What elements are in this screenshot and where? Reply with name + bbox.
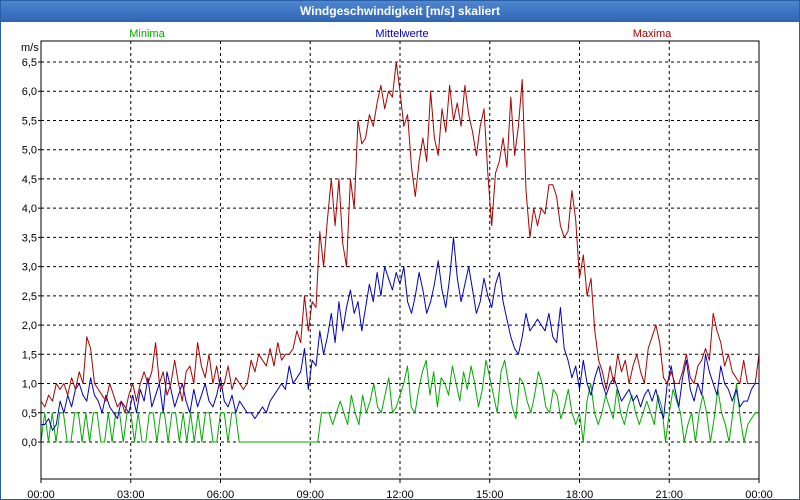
y-tick-label: 6,5 (22, 57, 37, 69)
maxima-line (40, 61, 760, 414)
y-tick-label: 0,0 (22, 437, 37, 449)
series-lines (40, 61, 760, 443)
chart-title-bar: Windgeschwindigkeit [m/s] skaliert (1, 1, 799, 22)
y-tick-label: 2,5 (22, 291, 37, 303)
grid (41, 41, 759, 479)
chart-title: Windgeschwindigkeit [m/s] skaliert (300, 4, 500, 18)
legend-maxima: Maxima (633, 28, 672, 40)
x-axis-ticks: 00:0022.04.1403:0022.04.1406:0022.04.140… (27, 479, 773, 499)
y-tick-label: 1,5 (22, 349, 37, 361)
y-tick-label: 4,0 (22, 203, 37, 215)
legend-minima: Minima (129, 28, 165, 40)
x-tick-time-label: 21:00 (655, 489, 683, 499)
y-tick-label: 3,0 (22, 262, 37, 274)
x-tick-time-label: 18:00 (566, 489, 594, 499)
plot-frame (40, 40, 760, 480)
minima-line (40, 359, 759, 443)
y-tick-label: 5,0 (22, 145, 37, 157)
wind-speed-chart: m/s Minima Mittelwerte Maxima 0,0 0,5 1,0 1… (21, 28, 773, 499)
x-tick-time-label: 09:00 (296, 489, 324, 499)
x-tick-time-label: 03:00 (117, 489, 145, 499)
x-tick-time-label: 00:00 (745, 489, 773, 499)
y-axis-ticks: 0,0 0,5 1,0 1,5 2,0 2,5 3,0 3,5 4,0 4,5 5,0 5,5 6,0 6… (22, 57, 41, 449)
x-tick-time-label: 00:00 (27, 489, 55, 499)
y-tick-label: 3,5 (22, 232, 37, 244)
y-axis-unit-label: m/s (21, 42, 39, 54)
mittelwerte-line (41, 236, 759, 431)
x-tick-time-label: 15:00 (476, 489, 504, 499)
x-tick-time-label: 06:00 (207, 489, 235, 499)
y-tick-label: 2,0 (22, 320, 37, 332)
legend-mittelwerte: Mittelwerte (375, 28, 428, 40)
x-tick-time-label: 12:00 (386, 489, 414, 499)
y-tick-label: 1,0 (22, 379, 37, 391)
y-tick-label: 5,5 (22, 115, 37, 127)
y-tick-label: 0,5 (22, 408, 37, 420)
y-tick-label: 4,5 (22, 174, 37, 186)
y-tick-label: 6,0 (22, 86, 37, 98)
